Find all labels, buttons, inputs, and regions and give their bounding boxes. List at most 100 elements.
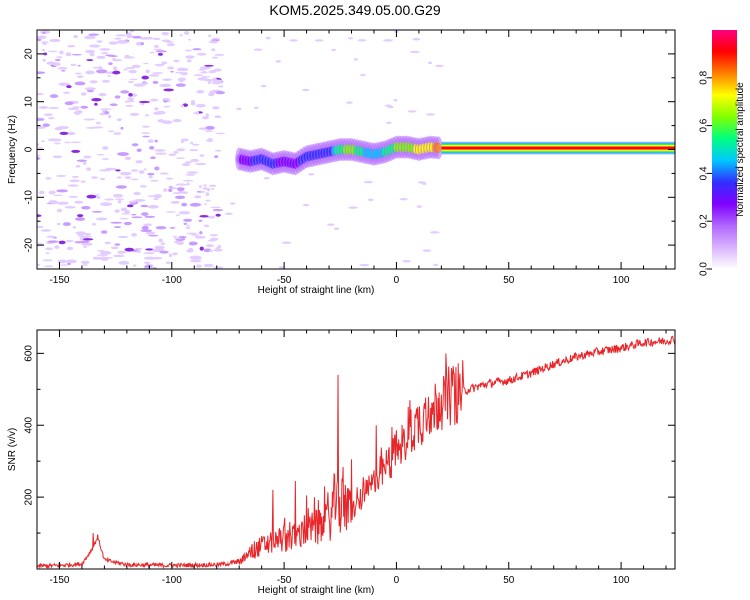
noise-speckle <box>114 37 122 40</box>
carrier-band <box>441 147 675 150</box>
noise-speckle <box>86 89 94 93</box>
noise-speckle <box>110 246 119 250</box>
noise-speckle <box>327 223 335 226</box>
noise-speckle <box>85 70 95 75</box>
noise-speckle <box>159 172 169 175</box>
noise-speckle <box>58 82 71 87</box>
noise-speckle <box>399 198 408 201</box>
noise-speckle <box>119 171 132 176</box>
noise-speckle <box>115 198 125 201</box>
noise-speckle <box>163 105 171 108</box>
colorbar-gradient <box>712 30 737 269</box>
noise-speckle <box>167 66 175 70</box>
noise-speckle <box>72 225 77 229</box>
noise-speckle <box>124 100 128 103</box>
noise-speckle <box>143 62 149 65</box>
noise-speckle <box>102 257 114 259</box>
noise-speckle <box>82 264 89 266</box>
noise-speckle <box>209 234 219 237</box>
noise-speckle <box>185 173 196 176</box>
noise-speckle <box>65 52 72 57</box>
noise-speckle <box>160 242 166 246</box>
noise-speckle <box>367 198 374 202</box>
noise-speckle <box>149 51 155 54</box>
noise-speckle <box>186 224 190 227</box>
snr-ytick-label: 200 <box>24 488 35 505</box>
noise-speckle <box>115 34 127 37</box>
noise-speckle <box>133 83 146 87</box>
noise-speckle <box>51 138 62 142</box>
noise-speckle <box>113 254 125 258</box>
noise-speckle <box>133 191 141 196</box>
noise-speckle <box>150 156 156 160</box>
noise-speckle <box>209 90 216 95</box>
noise-speckle <box>75 165 81 168</box>
noise-speckle <box>99 48 111 51</box>
noise-speckle <box>118 261 130 265</box>
noise-speckle <box>130 178 139 181</box>
noise-speckle <box>37 38 42 42</box>
noise-speckle <box>37 225 44 229</box>
spectrogram-xtick-label: -150 <box>49 275 69 286</box>
snr-xtick-label: -50 <box>277 575 292 586</box>
noise-speckle <box>353 58 358 61</box>
noise-speckle <box>37 156 41 160</box>
noise-speckle <box>99 177 106 181</box>
noise-speckle <box>101 158 110 160</box>
noise-speckle <box>229 202 236 205</box>
noise-speckle <box>163 188 168 192</box>
noise-speckle <box>407 110 417 113</box>
noise-speckle <box>82 238 94 241</box>
noise-speckle <box>185 226 191 229</box>
spectrogram-xtick-label: 0 <box>394 275 400 286</box>
noise-speckle <box>153 198 159 201</box>
noise-speckle <box>142 36 154 40</box>
noise-speckle <box>145 248 154 251</box>
noise-speckle <box>104 241 112 245</box>
noise-speckle <box>115 185 128 189</box>
noise-speckle <box>47 240 59 243</box>
colorbar-tick-label: 0.8 <box>699 70 710 84</box>
noise-speckle <box>66 85 72 89</box>
noise-speckle <box>214 149 222 152</box>
noise-speckle <box>177 187 185 192</box>
noise-speckle <box>201 116 209 120</box>
noise-speckle <box>215 90 226 95</box>
noise-speckle <box>41 41 49 44</box>
noise-speckle <box>138 170 145 174</box>
noise-speckle <box>101 79 110 83</box>
noise-speckle <box>96 195 101 199</box>
noise-speckle <box>155 50 167 53</box>
noise-speckle <box>147 139 154 143</box>
noise-speckle <box>47 117 55 120</box>
noise-speckle <box>131 216 143 219</box>
noise-speckle <box>131 232 138 237</box>
noise-speckle <box>359 263 370 267</box>
noise-speckle <box>77 233 84 237</box>
noise-speckle <box>83 161 87 166</box>
noise-speckle <box>132 264 137 267</box>
noise-speckle <box>92 222 96 226</box>
noise-speckle <box>92 126 104 129</box>
noise-speckle <box>289 39 298 42</box>
noise-speckle <box>183 218 193 222</box>
noise-speckle <box>215 213 221 217</box>
noise-speckle <box>410 50 420 54</box>
noise-speckle <box>50 62 61 67</box>
noise-speckle <box>37 71 46 74</box>
noise-speckle <box>45 252 50 255</box>
noise-speckle <box>331 48 336 52</box>
noise-speckle <box>64 141 71 144</box>
noise-speckle <box>98 92 107 97</box>
noise-speckle <box>80 242 93 246</box>
noise-speckle <box>142 135 150 138</box>
noise-speckle <box>205 125 215 130</box>
noise-speckle <box>176 148 186 152</box>
snr-xtick-label: 50 <box>503 575 515 586</box>
noise-speckle <box>38 106 49 109</box>
noise-speckle <box>429 231 440 234</box>
noise-speckle <box>59 264 69 266</box>
noise-speckle <box>175 71 183 74</box>
snr-ylabel: SNR (v/v) <box>7 428 18 471</box>
noise-speckle <box>145 69 150 74</box>
